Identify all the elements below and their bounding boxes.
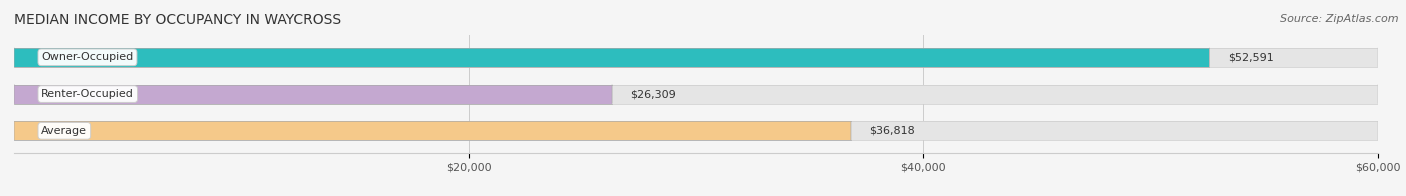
Bar xyxy=(14,48,1378,67)
Bar xyxy=(14,121,1378,140)
Bar xyxy=(14,84,1378,104)
Text: Owner-Occupied: Owner-Occupied xyxy=(41,52,134,62)
Text: Source: ZipAtlas.com: Source: ZipAtlas.com xyxy=(1281,14,1399,24)
Text: MEDIAN INCOME BY OCCUPANCY IN WAYCROSS: MEDIAN INCOME BY OCCUPANCY IN WAYCROSS xyxy=(14,13,342,27)
Bar xyxy=(14,121,851,140)
Text: Renter-Occupied: Renter-Occupied xyxy=(41,89,134,99)
Bar xyxy=(14,84,612,104)
Text: $52,591: $52,591 xyxy=(1227,52,1274,62)
Text: $26,309: $26,309 xyxy=(630,89,676,99)
Text: $36,818: $36,818 xyxy=(869,126,915,136)
Bar xyxy=(14,48,1209,67)
Text: Average: Average xyxy=(41,126,87,136)
